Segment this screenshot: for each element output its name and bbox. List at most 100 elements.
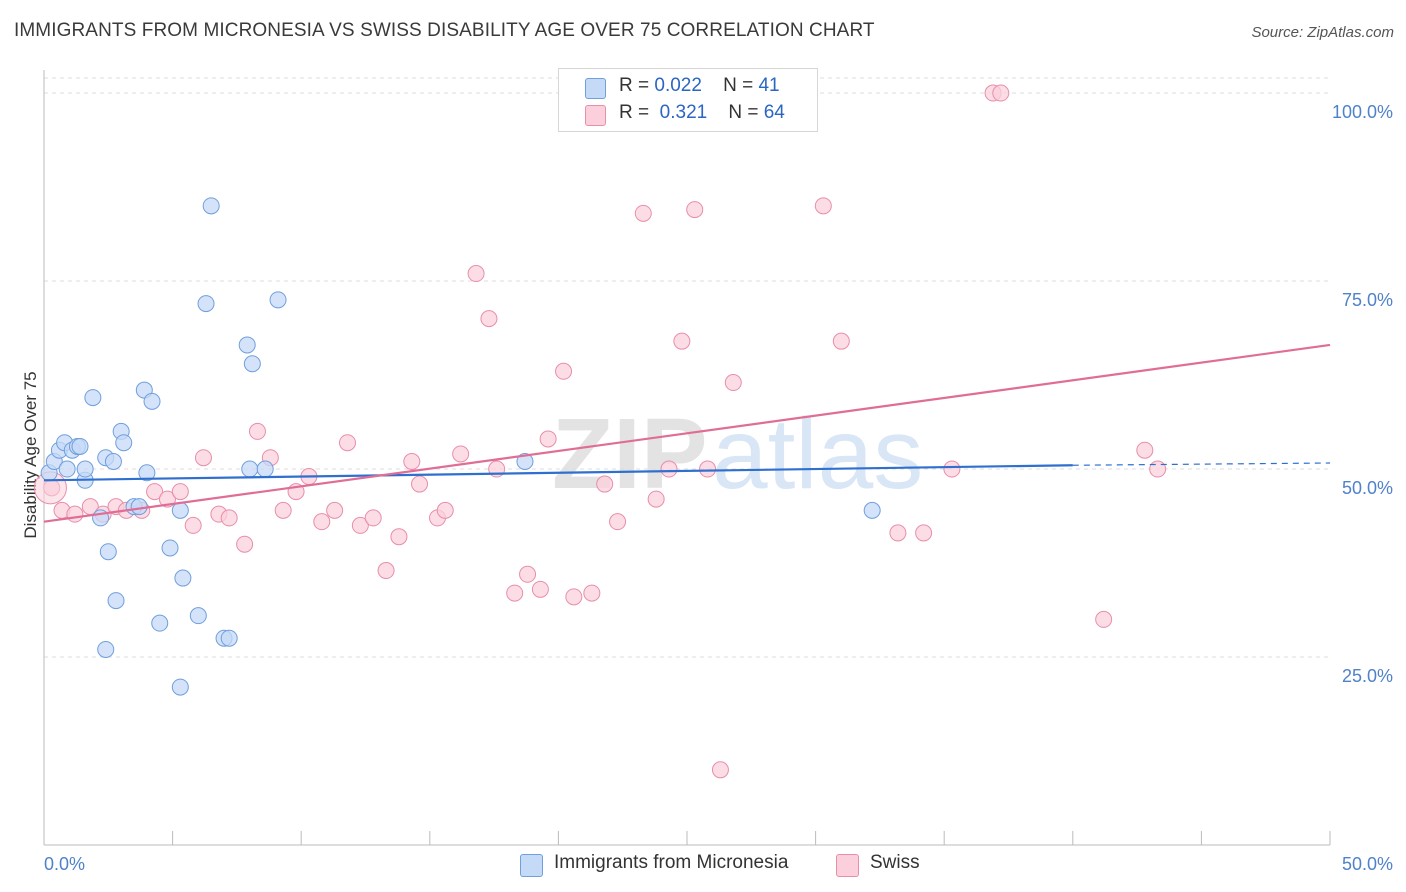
legend-n-value: 41 <box>758 75 780 96</box>
blue-swatch-icon <box>585 78 606 99</box>
swiss-point <box>519 565 537 583</box>
micronesia-point <box>71 437 89 455</box>
swiss-point <box>992 84 1010 102</box>
swiss-point <box>1136 441 1154 459</box>
swiss-point <box>1149 460 1167 478</box>
legend-n-value: 64 <box>763 102 785 123</box>
micronesia-point <box>76 460 94 478</box>
swiss-point <box>943 460 961 478</box>
swiss-point <box>915 524 933 542</box>
swiss-point <box>377 562 395 580</box>
swiss-point <box>506 584 524 602</box>
legend-r-label: R = <box>619 75 650 96</box>
swiss-point <box>609 513 627 531</box>
legend-r-value: 0.321 <box>659 102 708 123</box>
micronesia-point <box>97 640 115 658</box>
correlation-legend: R = 0.022 N = 41 R = 0.321 N = 64 <box>558 68 818 132</box>
chart-title: IMMIGRANTS FROM MICRONESIA VS SWISS DISA… <box>14 20 875 41</box>
swiss-point <box>814 197 832 215</box>
micronesia-point <box>174 569 192 587</box>
swiss-point <box>411 475 429 493</box>
micronesia-point <box>143 392 161 410</box>
swiss-point <box>248 422 266 440</box>
micronesia-point <box>197 295 215 313</box>
y-tick-label: 25.0% <box>1342 666 1393 686</box>
swiss-point <box>539 430 557 448</box>
legend-r-value: 0.022 <box>654 75 702 96</box>
legend-r-label: R = <box>619 102 650 123</box>
micronesia-trend-line <box>43 464 1073 482</box>
micronesia-point <box>516 453 534 470</box>
blue-swatch-icon <box>520 854 543 877</box>
swiss-point <box>660 460 678 478</box>
swiss-point <box>236 535 254 553</box>
swiss-point <box>326 501 344 519</box>
swiss-point <box>634 204 652 222</box>
swiss-point <box>1095 610 1113 628</box>
pink-swatch-icon <box>585 105 606 126</box>
source-label: Source: ZipAtlas.com <box>1251 24 1394 41</box>
swiss-point <box>66 505 84 523</box>
swiss-point <box>390 528 408 546</box>
swiss-point <box>171 483 189 501</box>
swiss-point <box>673 332 691 350</box>
micronesia-point <box>84 389 102 407</box>
micronesia-point <box>243 355 261 373</box>
watermark-atlas: atlas <box>712 398 923 510</box>
micronesia-point <box>138 464 156 482</box>
bottom-legend-label: Immigrants from Micronesia <box>554 852 789 873</box>
swiss-point <box>711 761 729 779</box>
trend-lines <box>43 343 1331 523</box>
swiss-point <box>565 588 583 606</box>
swiss-point <box>313 513 331 531</box>
micronesia-point <box>115 434 133 452</box>
micronesia-point <box>220 629 238 647</box>
micronesia-point <box>107 592 125 610</box>
pink-swatch-icon <box>836 854 859 877</box>
micronesia-point <box>241 460 259 478</box>
swiss-point <box>220 509 238 527</box>
y-axis-label: Disability Age Over 75 <box>21 371 40 538</box>
swiss-point <box>194 449 212 467</box>
y-tick-label: 50.0% <box>1342 478 1393 498</box>
micronesia-point <box>189 607 207 625</box>
swiss-point <box>274 501 292 519</box>
legend-n-label: N = <box>728 102 759 123</box>
swiss-point <box>889 524 907 542</box>
swiss-point <box>467 265 485 283</box>
x-tick-label: 50.0% <box>1342 854 1393 874</box>
swiss-point <box>699 460 717 478</box>
micronesia-point <box>171 678 189 696</box>
swiss-point <box>184 516 202 534</box>
micronesia-point <box>863 501 881 519</box>
swiss-point <box>351 516 369 534</box>
swiss-point <box>480 310 498 328</box>
micronesia-point <box>151 614 169 632</box>
swiss-point <box>146 483 164 501</box>
micronesia-point <box>238 336 256 354</box>
x-tick-label: 0.0% <box>44 854 85 874</box>
swiss-point <box>596 475 614 493</box>
swiss-point <box>647 490 665 508</box>
watermark-zip: ZIP <box>552 398 708 510</box>
legend-n-label: N = <box>723 75 754 96</box>
swiss-point <box>531 580 549 598</box>
micronesia-point <box>269 291 287 309</box>
axes <box>43 70 1331 846</box>
swiss-trend-line <box>43 343 1331 523</box>
watermark: ZIP atlas <box>552 398 923 510</box>
bottom-legend-label: Swiss <box>870 852 920 873</box>
micronesia-point <box>130 498 148 516</box>
swiss-point <box>436 501 454 519</box>
micronesia-point <box>161 539 179 557</box>
swiss-point <box>555 362 573 380</box>
swiss-point <box>832 332 850 350</box>
y-tick-labels: 25.0% 50.0% 75.0% 100.0% <box>1332 102 1393 686</box>
y-tick-label: 100.0% <box>1332 102 1393 122</box>
micronesia-point <box>256 460 274 478</box>
swiss-point <box>338 434 356 452</box>
micronesia-trend-extension <box>1072 462 1331 466</box>
x-tick-labels: 0.0% 50.0% <box>44 854 1393 874</box>
swiss-point <box>686 201 704 219</box>
